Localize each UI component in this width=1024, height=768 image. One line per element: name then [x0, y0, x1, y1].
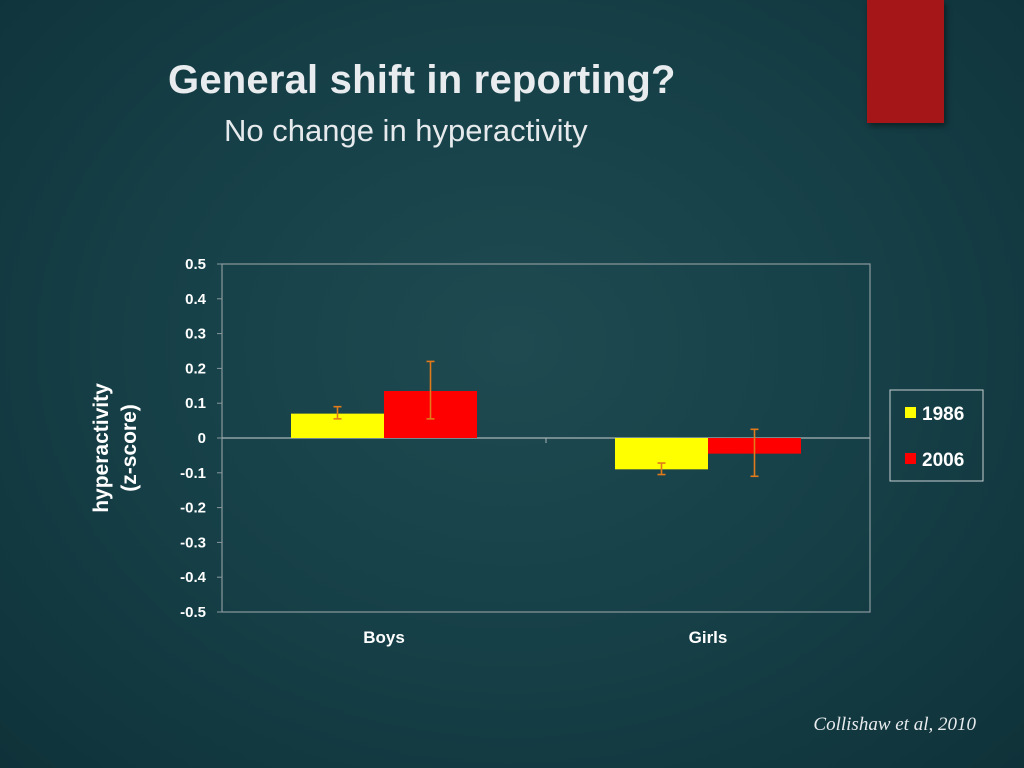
y-tick-label: 0 [198, 430, 206, 447]
category-label-boys: Boys [363, 628, 405, 647]
y-tick-label: -0.1 [180, 465, 206, 482]
citation: Collishaw et al, 2010 [813, 714, 976, 735]
legend-label-2006: 2006 [922, 450, 964, 471]
accent-bar [867, 0, 944, 123]
category-label-girls: Girls [689, 628, 728, 647]
legend-swatch-2006 [905, 453, 916, 464]
y-axis-label-line-1: hyperactivity [90, 383, 113, 513]
legend [889, 389, 984, 482]
y-tick-label: 0.4 [185, 291, 207, 308]
y-tick-label: -0.4 [180, 569, 207, 586]
y-tick-label: 0.5 [185, 256, 206, 273]
y-tick-label: 0.2 [185, 360, 206, 377]
y-tick-label: 0.3 [185, 326, 206, 343]
y-tick-label: -0.3 [180, 534, 206, 551]
y-tick-label: -0.2 [180, 500, 206, 517]
slide-title: General shift in reporting? [168, 58, 676, 102]
y-tick-label: -0.5 [180, 604, 206, 621]
legend-swatch-1986 [905, 407, 916, 418]
y-axis-label-line-2: (z-score) [118, 404, 141, 492]
y-tick-label: 0.1 [185, 395, 206, 412]
slide-subtitle: No change in hyperactivity [224, 113, 588, 148]
legend-label-1986: 1986 [922, 404, 964, 425]
